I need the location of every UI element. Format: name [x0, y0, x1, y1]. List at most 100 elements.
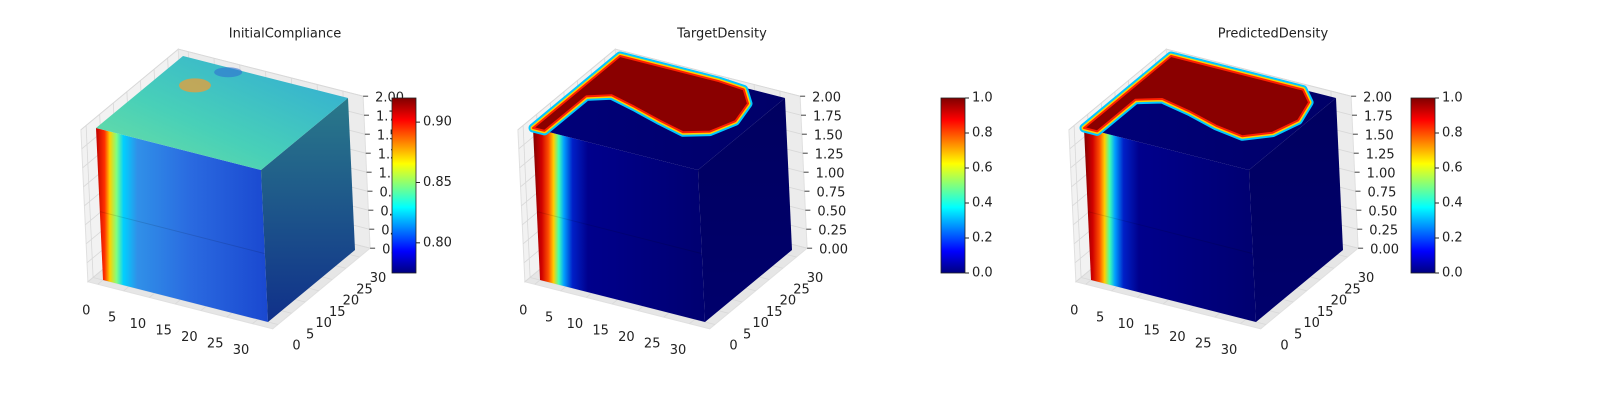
colorbar-tick-label: 0.80	[423, 235, 452, 250]
colorbar-tick-label: 0.90	[423, 115, 452, 130]
colorbar-tick-label: 0.0	[1442, 266, 1463, 281]
colorbar-tick-label: 0.6	[1442, 161, 1463, 176]
z-tick-label: 0.75	[1367, 186, 1396, 201]
colorbar	[940, 97, 966, 274]
chart-title: PredictedDensity	[1218, 27, 1329, 42]
colorbar-tick-label: 0.8	[1442, 126, 1463, 141]
voxel-face-front	[533, 128, 705, 322]
x-tick-label: 5	[1096, 310, 1104, 325]
z-tick-label: 1.25	[1366, 148, 1395, 163]
z-tick-label: 1.50	[814, 129, 843, 144]
colorbar-tick-label: 0.4	[1442, 196, 1463, 211]
y-tick-label: 30	[807, 271, 824, 286]
x-tick-label: 10	[567, 317, 584, 332]
x-tick-label: 15	[155, 323, 172, 338]
grid-line	[178, 48, 364, 97]
y-tick-label: 30	[370, 271, 387, 286]
colorbar-tick-label: 1.0	[1442, 91, 1463, 106]
grid-line	[80, 48, 179, 131]
colorbar-tick-label: 0.8	[972, 126, 993, 141]
chart-title: TargetDensity	[676, 27, 767, 42]
colorbar-tick-label: 0.2	[1442, 231, 1463, 246]
voxel-face-side	[261, 98, 355, 322]
voxel-face-top	[96, 56, 348, 170]
z-tick-label: 0.25	[1369, 224, 1398, 239]
voxel-seam	[99, 211, 265, 255]
y-tick-label: 10	[752, 316, 769, 331]
y-tick-label: 20	[780, 294, 797, 309]
top-spot	[214, 67, 243, 78]
z-tick-label: 0.50	[817, 205, 846, 220]
voxel-seam	[1087, 211, 1253, 255]
x-tick-label: 0	[1070, 304, 1078, 319]
y-tick-label: 25	[1344, 282, 1361, 297]
voxel-face-front	[96, 128, 268, 322]
chart-title: InitialCompliance	[229, 27, 342, 42]
y-tick-label: 5	[306, 327, 314, 342]
x-tick-label: 25	[644, 337, 661, 352]
colorbar-tick-label: 0.85	[423, 175, 452, 190]
x-tick-label: 20	[618, 330, 635, 345]
x-tick-label: 5	[108, 310, 116, 325]
top-region	[1083, 55, 1311, 138]
z-tick-label: 0.75	[816, 186, 845, 201]
x-tick-label: 30	[1221, 343, 1238, 358]
voxel-seam	[536, 211, 702, 255]
x-tick-label: 20	[181, 330, 198, 345]
y-tick-label: 5	[743, 327, 751, 342]
z-tick-label: 0.00	[819, 243, 848, 258]
colorbar-tick-label: 0.2	[972, 231, 993, 246]
z-tick-label: 2.00	[812, 91, 841, 106]
voxel-face-side	[698, 98, 792, 322]
voxel-face-side	[1249, 98, 1343, 322]
colorbar	[391, 97, 417, 274]
y-tick-label: 15	[1317, 305, 1334, 320]
y-tick-label: 30	[1358, 271, 1375, 286]
x-tick-label: 30	[233, 343, 250, 358]
y-tick-label: 15	[329, 305, 346, 320]
y-tick-label: 0	[1280, 339, 1288, 354]
top-region	[532, 55, 749, 134]
z-tick-label: 1.00	[816, 167, 845, 182]
x-tick-label: 25	[1195, 337, 1212, 352]
x-tick-label: 30	[670, 343, 687, 358]
z-tick-label: 1.00	[1367, 167, 1396, 182]
x-tick-label: 0	[82, 304, 90, 319]
voxel-face-front	[1084, 128, 1256, 322]
y-tick-label: 10	[1303, 316, 1320, 331]
grid-line	[517, 48, 616, 131]
y-tick-label: 20	[1331, 294, 1348, 309]
x-tick-label: 0	[519, 304, 527, 319]
colorbar-tick-label: 0.4	[972, 196, 993, 211]
colorbar-tick-label: 1.0	[972, 91, 993, 106]
z-tick-label: 1.75	[1364, 110, 1393, 125]
y-tick-label: 25	[356, 282, 373, 297]
y-tick-label: 5	[1294, 327, 1302, 342]
z-tick-label: 1.25	[815, 148, 844, 163]
x-tick-label: 10	[130, 317, 147, 332]
y-tick-label: 0	[292, 339, 300, 354]
z-tick-label: 0.50	[1368, 205, 1397, 220]
y-tick-label: 25	[793, 282, 810, 297]
top-spot	[178, 78, 211, 93]
x-tick-label: 10	[1118, 317, 1135, 332]
colorbar-tick-label: 0.0	[972, 266, 993, 281]
y-tick-label: 10	[315, 316, 332, 331]
x-tick-label: 15	[1143, 323, 1160, 338]
x-tick-label: 25	[207, 337, 224, 352]
grid-line	[615, 48, 801, 97]
grid-line	[1068, 48, 1167, 131]
z-tick-label: 0.25	[818, 224, 847, 239]
x-tick-label: 20	[1169, 330, 1186, 345]
colorbar-tick-label: 0.6	[972, 161, 993, 176]
x-tick-label: 15	[592, 323, 609, 338]
x-tick-label: 5	[545, 310, 553, 325]
y-tick-label: 0	[729, 339, 737, 354]
colorbar	[1410, 97, 1436, 274]
y-tick-label: 15	[766, 305, 783, 320]
